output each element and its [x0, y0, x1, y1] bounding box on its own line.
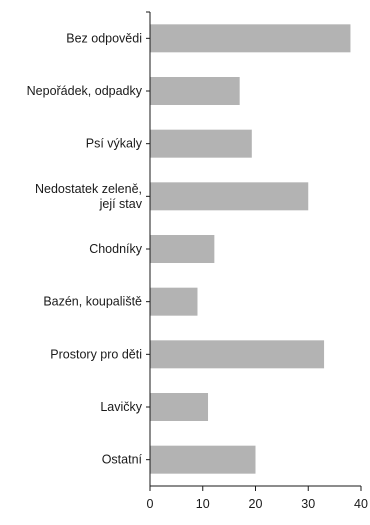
category-label: Psí výkaly [86, 137, 143, 151]
bar [150, 182, 309, 211]
category-label: Nedostatek zeleně, [35, 182, 142, 196]
bars-group [150, 24, 351, 474]
bar [150, 445, 256, 474]
category-label: Nepořádek, odpadky [27, 84, 143, 98]
x-tick-label: 0 [147, 497, 154, 511]
category-label: Lavičky [100, 400, 142, 414]
bar [150, 235, 215, 263]
category-label: Bazén, koupaliště [43, 295, 142, 309]
category-label: Chodníky [89, 242, 143, 256]
bar [150, 287, 198, 316]
x-tick-label: 30 [301, 497, 315, 511]
bar [150, 24, 351, 53]
category-labels-group: Bez odpovědi Nepořádek, odpadky Psí výkaly… [27, 31, 143, 466]
x-tick-label: 10 [196, 497, 210, 511]
x-tick-label: 20 [249, 497, 263, 511]
bar [150, 129, 252, 158]
category-label: Bez odpovědi [66, 31, 142, 45]
category-label: její stav [99, 197, 143, 211]
bar [150, 393, 209, 421]
bar [150, 77, 240, 105]
x-tick-label: 40 [354, 497, 368, 511]
bar [150, 340, 325, 369]
category-label: Prostory pro děti [50, 347, 142, 361]
ticks-group: 0 10 20 30 40 [147, 486, 368, 511]
category-label: Ostatní [102, 453, 143, 467]
